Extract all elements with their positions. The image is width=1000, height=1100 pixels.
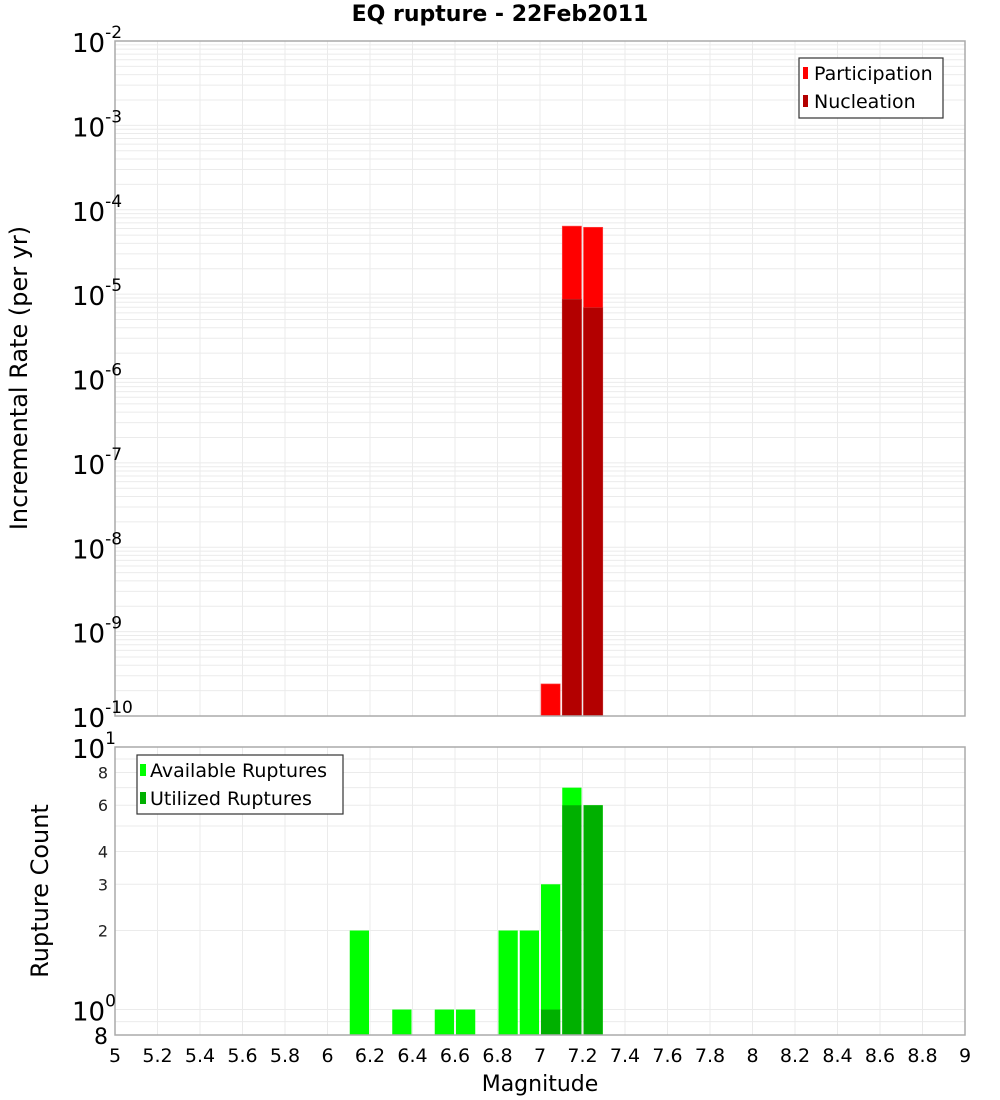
available-swatch	[140, 764, 146, 776]
legend-utilized: Utilized Ruptures	[150, 788, 312, 810]
svg-text:5.4: 5.4	[185, 1045, 215, 1067]
nucleation-swatch	[803, 95, 808, 107]
bar-available-ruptures	[499, 931, 518, 1035]
legend-nucleation: Nucleation	[814, 91, 916, 113]
x-ticks: 5 5.2 5.4 5.6 5.8 6 6.2 6.4 6.6 6.8 7 7.2 7.4 7.6 7.8 8…	[109, 1045, 971, 1067]
svg-text:101: 101	[72, 729, 116, 765]
svg-text:7.8: 7.8	[695, 1045, 725, 1067]
svg-text:8.2: 8.2	[780, 1045, 810, 1067]
svg-text:5.2: 5.2	[142, 1045, 172, 1067]
bar-available-ruptures	[456, 1010, 475, 1035]
svg-text:8.8: 8.8	[907, 1045, 937, 1067]
legend-available: Available Ruptures	[150, 760, 327, 782]
bar-available-ruptures	[520, 931, 539, 1035]
bar-utilized-ruptures	[541, 1010, 560, 1035]
bar-nucleation	[584, 308, 603, 716]
svg-text:3: 3	[98, 875, 108, 894]
svg-text:8: 8	[746, 1045, 758, 1067]
svg-text:6.6: 6.6	[440, 1045, 470, 1067]
chart-canvas: 10-1010-910-810-710-610-510-410-310-2 In…	[0, 0, 1000, 1100]
svg-text:6.8: 6.8	[482, 1045, 512, 1067]
svg-text:6: 6	[321, 1045, 333, 1067]
svg-text:5: 5	[109, 1045, 121, 1067]
bottom-legend: Available Ruptures Utilized Ruptures	[137, 755, 343, 814]
svg-text:7.6: 7.6	[652, 1045, 682, 1067]
bar-utilized-ruptures	[584, 805, 603, 1035]
svg-text:5.8: 5.8	[270, 1045, 300, 1067]
svg-text:7.4: 7.4	[610, 1045, 640, 1067]
svg-text:100: 100	[72, 992, 116, 1028]
svg-text:5.6: 5.6	[227, 1045, 257, 1067]
svg-text:10-10: 10-10	[72, 698, 133, 734]
bar-utilized-ruptures	[562, 805, 581, 1035]
svg-text:6.4: 6.4	[397, 1045, 427, 1067]
svg-text:8.4: 8.4	[822, 1045, 852, 1067]
bar-available-ruptures	[392, 1010, 411, 1035]
svg-text:8: 8	[94, 1025, 108, 1050]
svg-text:6.2: 6.2	[355, 1045, 385, 1067]
top-grid	[115, 41, 965, 716]
top-legend: Participation Nucleation	[799, 58, 943, 118]
bar-nucleation	[562, 299, 581, 716]
bar-participation	[541, 684, 560, 716]
svg-text:6: 6	[98, 796, 108, 815]
top-y-axis-label: Incremental Rate (per yr)	[5, 226, 33, 530]
svg-text:8: 8	[98, 763, 108, 782]
x-axis-label: Magnitude	[482, 1072, 599, 1097]
bottom-y-axis-label: Rupture Count	[26, 804, 54, 978]
bar-available-ruptures	[350, 931, 369, 1035]
bottom-y-ticks: 234681011008	[72, 729, 116, 1050]
bar-available-ruptures	[435, 1010, 454, 1035]
svg-text:4: 4	[98, 842, 108, 861]
bottom-bars	[350, 788, 603, 1035]
svg-text:7.2: 7.2	[567, 1045, 597, 1067]
legend-participation: Participation	[814, 63, 933, 85]
utilized-swatch	[140, 792, 146, 804]
svg-text:7: 7	[534, 1045, 546, 1067]
svg-text:2: 2	[98, 922, 108, 941]
svg-text:9: 9	[959, 1045, 971, 1067]
svg-text:8.6: 8.6	[865, 1045, 895, 1067]
participation-swatch	[803, 67, 808, 79]
